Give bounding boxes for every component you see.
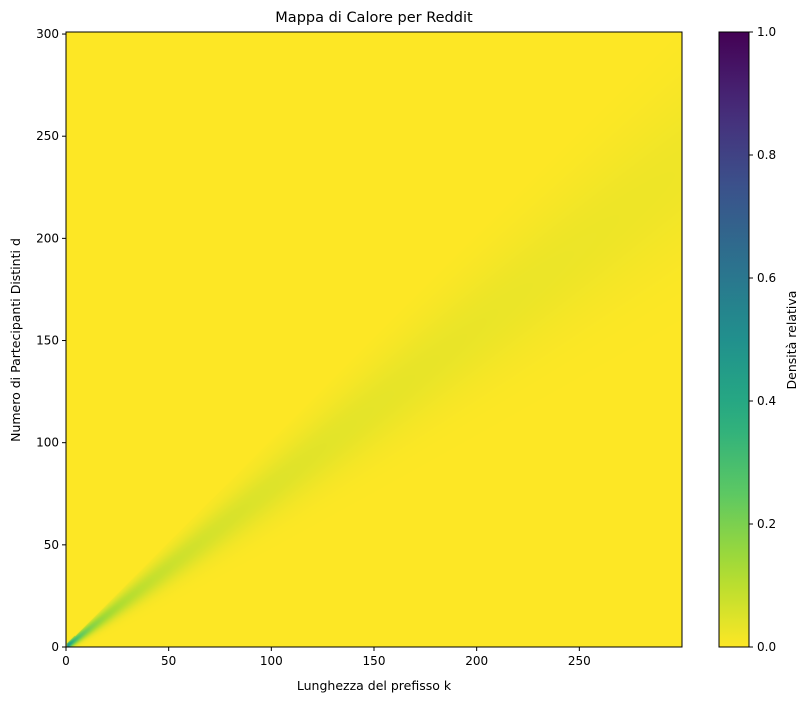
y-tick-label: 300 bbox=[36, 27, 59, 41]
y-tick-label: 150 bbox=[36, 334, 59, 348]
heatmap-image bbox=[66, 32, 682, 647]
y-axis-label: Numero di Partecipanti Distinti d bbox=[8, 238, 23, 442]
x-tick-label: 200 bbox=[465, 654, 488, 668]
y-tick-label: 200 bbox=[36, 231, 59, 245]
x-tick-label: 250 bbox=[568, 654, 591, 668]
colorbar-gradient bbox=[718, 31, 750, 648]
colorbar-tick-label: 1.0 bbox=[757, 25, 776, 39]
colorbar-tick-label: 0.2 bbox=[757, 517, 776, 531]
colorbar bbox=[718, 31, 750, 648]
colorbar-tick-label: 0.4 bbox=[757, 394, 776, 408]
heatmap-plot-area bbox=[65, 31, 683, 648]
x-tick-label: 50 bbox=[161, 654, 176, 668]
x-axis-label: Lunghezza del prefisso k bbox=[297, 678, 452, 693]
y-tick-label: 0 bbox=[51, 640, 59, 654]
colorbar-tick-label: 0.0 bbox=[757, 640, 776, 654]
y-tick-label: 250 bbox=[36, 129, 59, 143]
x-axis-ticks: 0 50 100 150 200 250 bbox=[62, 647, 591, 668]
y-tick-label: 50 bbox=[44, 538, 59, 552]
colorbar-tick-label: 0.6 bbox=[757, 271, 776, 285]
y-axis-ticks: 0 50 100 150 200 250 300 bbox=[36, 27, 66, 654]
y-tick-label: 100 bbox=[36, 436, 59, 450]
colorbar-label: Densità relativa bbox=[784, 291, 799, 390]
x-tick-label: 150 bbox=[363, 654, 386, 668]
chart-title: Mappa di Calore per Reddit bbox=[275, 10, 473, 26]
x-tick-label: 0 bbox=[62, 654, 70, 668]
x-tick-label: 100 bbox=[260, 654, 283, 668]
colorbar-tick-label: 0.8 bbox=[757, 148, 776, 162]
colorbar-ticks: 0.0 0.2 0.4 0.6 0.8 1.0 bbox=[749, 25, 776, 654]
